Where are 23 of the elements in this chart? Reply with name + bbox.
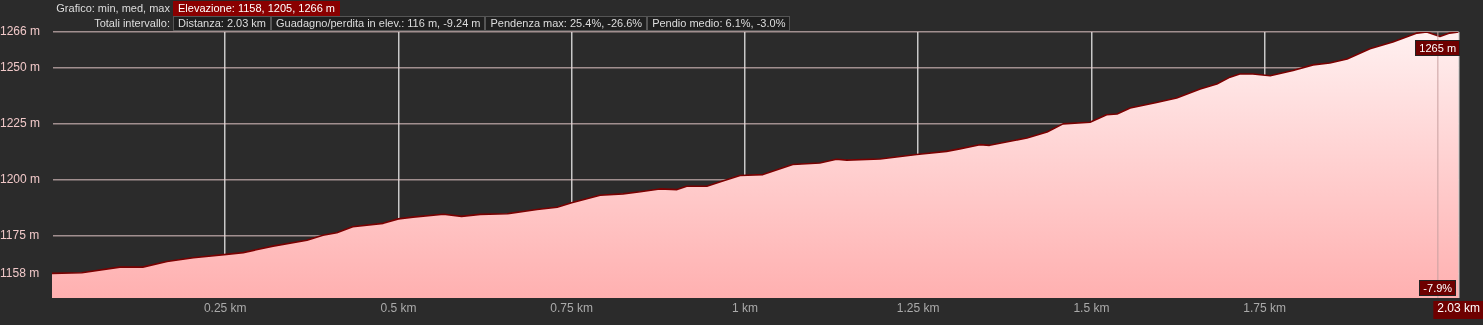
x-tick-label: 1 km — [731, 300, 758, 315]
text: Distanza: 2.03 km — [173, 15, 272, 31]
x-tick-label: 1.25 km — [896, 300, 940, 315]
y-tick-label: 1266 m — [0, 24, 41, 39]
y-tick-label: 1225 m — [0, 115, 41, 130]
y-tick-label: 1158 m — [0, 265, 40, 280]
annotation: 1265 m — [1415, 40, 1461, 57]
text: Pendenza max: 25.4%, -26.6% — [485, 15, 648, 31]
x-tick-label: 1.5 km — [1073, 300, 1110, 315]
x-tick-label: 1.75 km — [1243, 300, 1286, 315]
x-tick-label: 2.03 km — [1437, 300, 1480, 315]
x-tick-label: 0.75 km — [550, 300, 594, 315]
x-tick-label: 0.5 km — [380, 300, 417, 315]
annotation: -7.9% — [1419, 280, 1457, 296]
text: Pendio medio: 6.1%, -3.0% — [647, 15, 791, 31]
text: Elevazione: 1158, 1205, 1266 m — [173, 0, 340, 16]
text: Totali intervallo: — [94, 17, 170, 29]
y-tick-label: 1175 m — [0, 227, 40, 242]
text: Grafico: min, med, max — [55, 2, 171, 14]
text: Guadagno/perdita in elev.: 116 m, -9.24 m — [271, 15, 486, 31]
y-tick-label: 1250 m — [0, 60, 41, 75]
x-tick-label: 0.25 km — [203, 300, 247, 315]
y-tick-label: 1200 m — [0, 171, 41, 186]
